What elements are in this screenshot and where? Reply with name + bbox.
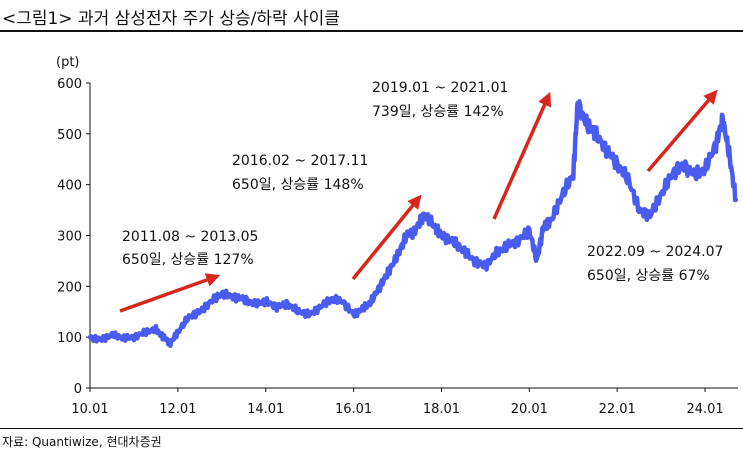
top-rule [0,30,743,32]
bottom-rule [0,428,743,429]
y-tick-label: 200 [57,280,82,295]
x-tick-label: 18.01 [423,402,460,417]
trend-arrow-3 [492,91,552,220]
x-tick-label: 10.01 [71,402,108,417]
annotation-4-line2: 650일, 상승률 67% [587,268,710,284]
annotation-4-line1: 2022.09 ~ 2024.07 [587,244,723,260]
y-tick-label: 100 [57,331,82,346]
x-tick-label: 12.01 [159,402,196,417]
trend-arrow-1 [119,273,221,313]
annotation-3-line1: 2019.01 ~ 2021.01 [372,80,508,96]
source-note: 자료: Quantiwize, 현대차증권 [2,435,162,449]
annotation-2-line2: 650일, 상승률 148% [232,177,364,193]
y-tick-label: 0 [74,382,82,397]
y-tick-label: 600 [57,77,82,92]
y-ticks: 0 100 200 300 400 500 600 [57,77,90,397]
annotation-1-line1: 2011.08 ~ 2013.05 [122,229,258,245]
y-tick-label: 400 [57,179,82,194]
y-tick-label: 500 [57,128,82,143]
trend-arrows [119,89,718,313]
annotation-1-line2: 650일, 상승률 127% [122,252,254,268]
annotations: 2011.08 ~ 2013.05 650일, 상승률 127% 2016.02… [122,80,723,284]
x-tick-label: 14.01 [247,402,284,417]
annotation-3-line2: 739일, 상승률 142% [372,104,504,120]
x-tick-label: 24.01 [686,402,723,417]
series-line [87,99,739,349]
x-tick-label: 16.01 [335,402,372,417]
trend-arrow-2 [351,194,422,281]
y-tick-label: 300 [57,230,82,245]
annotation-2-line1: 2016.02 ~ 2017.11 [232,153,368,169]
trend-arrow-4 [646,89,718,173]
x-tick-label: 22.01 [599,402,636,417]
x-ticks: 10.01 12.01 14.01 16.01 18.01 20.01 22.01 24.01 [71,388,724,417]
y-axis-label: (pt) [56,55,80,70]
chart-title: <그림1> 과거 삼성전자 주가 상승/하락 사이클 [2,9,340,29]
x-tick-label: 20.01 [511,402,548,417]
